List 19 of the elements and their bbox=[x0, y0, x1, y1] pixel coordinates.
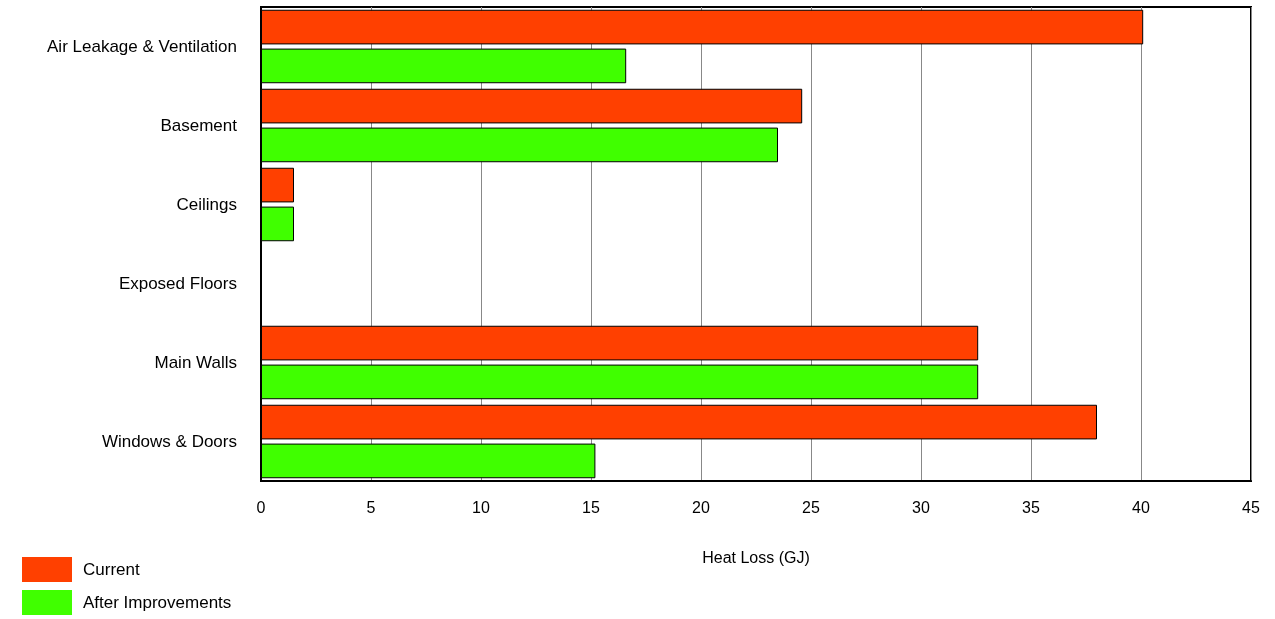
legend-label: Current bbox=[83, 560, 140, 579]
x-axis-title: Heat Loss (GJ) bbox=[702, 548, 810, 566]
x-tick-label: 30 bbox=[912, 498, 930, 516]
x-tick-label: 10 bbox=[472, 498, 490, 516]
x-tick-label: 45 bbox=[1242, 498, 1260, 516]
x-tick-label: 15 bbox=[582, 498, 600, 516]
x-tick-label: 40 bbox=[1132, 498, 1150, 516]
x-tick-label: 20 bbox=[692, 498, 710, 516]
x-tick-label: 0 bbox=[256, 498, 266, 516]
y-tick-label: Air Leakage & Ventilation bbox=[47, 37, 237, 56]
y-tick-label: Basement bbox=[160, 116, 238, 135]
y-tick-label: Exposed Floors bbox=[118, 274, 237, 293]
y-tick-label: Windows & Doors bbox=[101, 432, 237, 451]
x-tick-label: 35 bbox=[1022, 498, 1040, 516]
y-tick-label: Main Walls bbox=[154, 353, 237, 372]
x-tick-label: 5 bbox=[366, 498, 376, 516]
x-tick-label: 25 bbox=[802, 498, 820, 516]
legend-label: After Improvements bbox=[83, 593, 232, 612]
y-tick-label: Ceilings bbox=[176, 195, 237, 214]
